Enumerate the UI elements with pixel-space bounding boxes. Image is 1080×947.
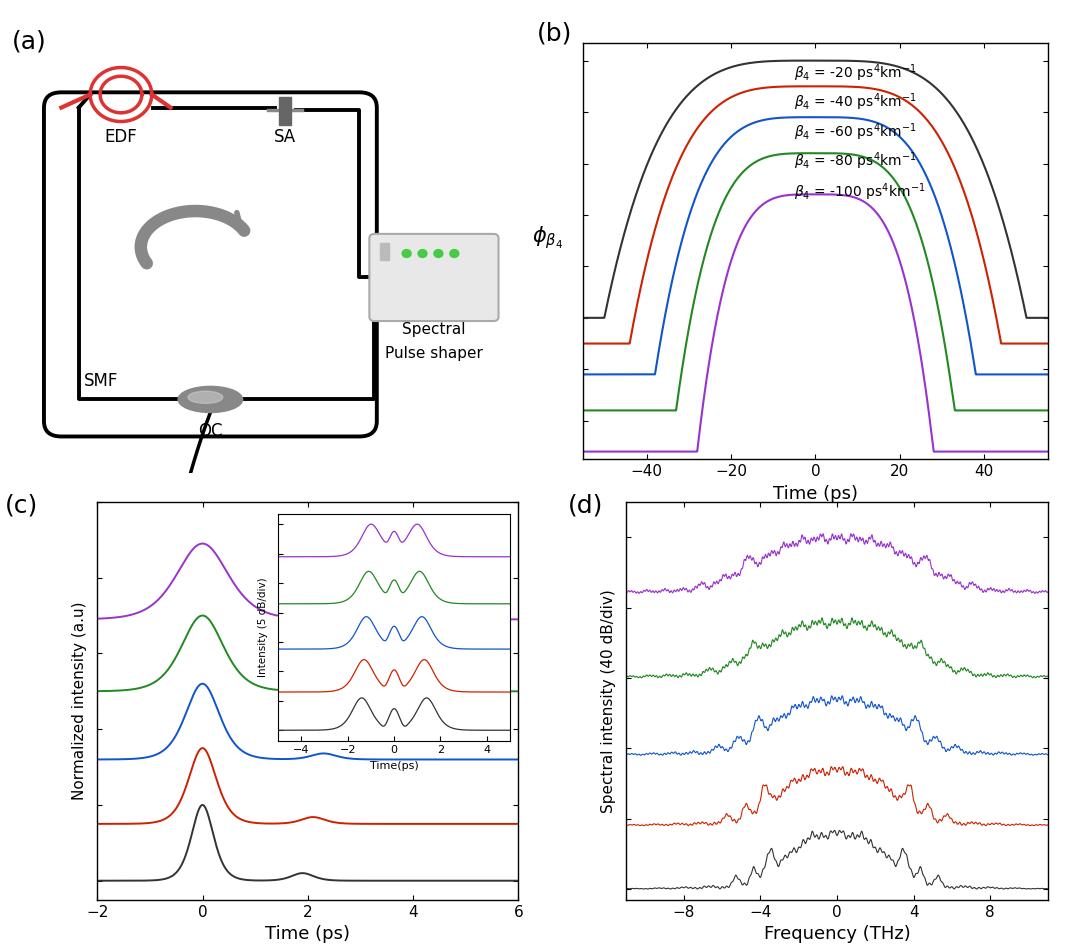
Text: $\beta_4$ = -40 ps$^4$km$^{-1}$: $\beta_4$ = -40 ps$^4$km$^{-1}$ (794, 91, 917, 113)
Text: (b): (b) (537, 22, 572, 45)
X-axis label: Frequency (THz): Frequency (THz) (764, 925, 910, 943)
Text: $\beta_4$ = -20 ps$^4$km$^{-1}$: $\beta_4$ = -20 ps$^4$km$^{-1}$ (794, 63, 917, 84)
Bar (380, 242, 389, 260)
Text: $\beta_4$ = -80 ps$^4$km$^{-1}$: $\beta_4$ = -80 ps$^4$km$^{-1}$ (794, 151, 917, 171)
Circle shape (434, 250, 443, 258)
Text: (d): (d) (567, 494, 603, 518)
X-axis label: Time (ps): Time (ps) (773, 485, 858, 503)
Bar (279, 97, 292, 125)
Circle shape (450, 250, 459, 258)
Text: SMF: SMF (84, 372, 119, 390)
Text: SA: SA (274, 129, 296, 147)
Text: $\beta_4$ = -100 ps$^4$km$^{-1}$: $\beta_4$ = -100 ps$^4$km$^{-1}$ (794, 181, 926, 203)
Text: Spectral: Spectral (402, 322, 465, 337)
X-axis label: Time (ps): Time (ps) (266, 925, 350, 943)
Text: (a): (a) (12, 29, 46, 53)
Circle shape (418, 250, 427, 258)
Text: OC: OC (198, 422, 222, 440)
FancyBboxPatch shape (44, 92, 377, 437)
Y-axis label: Spectral intensity (40 dB/div): Spectral intensity (40 dB/div) (600, 589, 616, 813)
Text: EDF: EDF (105, 129, 137, 147)
Y-axis label: Normalized intensity (a.u): Normalized intensity (a.u) (71, 601, 86, 800)
Text: $\beta_4$ = -60 ps$^4$km$^{-1}$: $\beta_4$ = -60 ps$^4$km$^{-1}$ (794, 122, 917, 143)
Y-axis label: $\phi_{\beta_4}$: $\phi_{\beta_4}$ (532, 224, 564, 251)
Text: Pulse shaper: Pulse shaper (384, 346, 483, 361)
Ellipse shape (188, 391, 222, 403)
Ellipse shape (178, 386, 243, 413)
Circle shape (402, 250, 411, 258)
FancyBboxPatch shape (369, 234, 499, 321)
Text: (c): (c) (4, 494, 38, 518)
